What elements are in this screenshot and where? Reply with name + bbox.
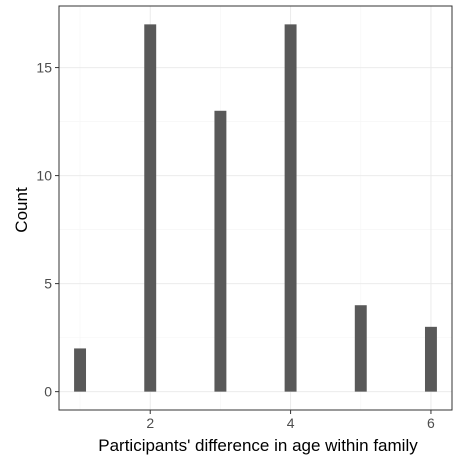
y-tick-label: 5 [44, 276, 52, 292]
y-tick-label: 15 [36, 60, 52, 76]
bar [354, 305, 367, 392]
bar [144, 24, 157, 392]
bar [214, 110, 227, 392]
bar [284, 24, 297, 392]
x-tick-label: 6 [427, 415, 435, 431]
bars [74, 24, 437, 392]
bar [74, 348, 87, 392]
x-tick-label: 4 [287, 415, 295, 431]
y-axis-title: Count [12, 187, 31, 233]
bar [424, 326, 437, 392]
y-tick-label: 0 [44, 384, 52, 400]
x-tick-label: 2 [146, 415, 154, 431]
x-axis-title: Participants' difference in age within f… [98, 436, 418, 455]
grid-major [59, 6, 452, 410]
axis-ticks [55, 67, 432, 414]
y-tick-label: 10 [36, 168, 52, 184]
panel-border [58, 5, 453, 411]
grid-minor [59, 6, 452, 410]
tick-labels: 0 5 10 15 2 4 6 [36, 60, 435, 431]
